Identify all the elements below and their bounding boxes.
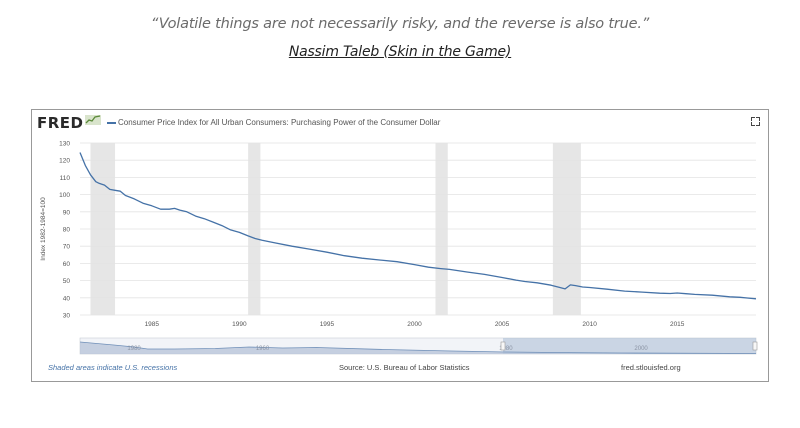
y-tick-label-40: 40 bbox=[63, 295, 71, 302]
series-title: Consumer Price Index for All Urban Consu… bbox=[118, 118, 441, 127]
navigator-series-area bbox=[80, 342, 756, 354]
quote-text: “Volatile things are not necessarily ris… bbox=[150, 16, 650, 32]
quote-author-link[interactable]: Nassim Taleb (Skin in the Game) bbox=[0, 44, 800, 60]
y-tick-label-110: 110 bbox=[60, 175, 71, 182]
series-line bbox=[79, 152, 757, 300]
x-tick-label-1990: 1990 bbox=[232, 321, 247, 328]
y-tick-label-70: 70 bbox=[63, 244, 71, 251]
navigator-label-1: 1980 bbox=[127, 346, 141, 352]
fred-site-link[interactable]: fred.stlouisfed.org bbox=[621, 363, 681, 372]
x-tick-label-2005: 2005 bbox=[495, 321, 510, 328]
navigator-label-3: 1980 bbox=[499, 346, 513, 352]
x-tick-label-1995: 1995 bbox=[320, 321, 335, 328]
source-text: Source: U.S. Bureau of Labor Statistics bbox=[339, 363, 470, 372]
fullscreen-icon[interactable] bbox=[751, 117, 760, 126]
x-tick-label-1985: 1985 bbox=[145, 321, 160, 328]
x-tick-label-2010: 2010 bbox=[582, 321, 597, 328]
quote-author[interactable]: Nassim Taleb (Skin in the Game) bbox=[288, 44, 512, 60]
x-tick-label-2000: 2000 bbox=[407, 321, 422, 328]
y-tick-label-80: 80 bbox=[63, 227, 71, 234]
x-tick-label-2015: 2015 bbox=[670, 321, 685, 328]
legend-line-swatch bbox=[107, 122, 116, 124]
y-tick-label-90: 90 bbox=[63, 209, 71, 216]
navigator-right-handle[interactable] bbox=[752, 341, 758, 351]
navigator-label-2: 1960 bbox=[256, 346, 270, 352]
y-tick-label-30: 30 bbox=[63, 313, 71, 320]
y-tick-label-60: 60 bbox=[63, 261, 71, 268]
navigator-left-handle[interactable] bbox=[500, 341, 506, 351]
chart-svg: 30 40 50 60 70 80 90 100 110 120 130 1985 1990 1995 20… bbox=[40, 141, 758, 355]
navigator-label-4: 2000 bbox=[634, 346, 648, 352]
fred-chart-panel: FRED Consumer Price Index for All Urban … bbox=[31, 109, 769, 382]
navigator-selected-range bbox=[503, 338, 756, 354]
y-axis-label: Index 1982-1984=100 bbox=[40, 197, 47, 261]
y-tick-label-50: 50 bbox=[63, 278, 71, 285]
navigator-series-line bbox=[79, 341, 757, 354]
y-tick-label-120: 120 bbox=[59, 158, 70, 165]
fred-logo[interactable]: FRED bbox=[37, 114, 84, 132]
fred-logo-chart-icon bbox=[85, 115, 101, 125]
y-tick-label-100: 100 bbox=[59, 192, 70, 199]
recession-note-link[interactable]: Shaded areas indicate U.S. recessions bbox=[48, 363, 178, 372]
y-tick-label-130: 130 bbox=[59, 141, 70, 148]
